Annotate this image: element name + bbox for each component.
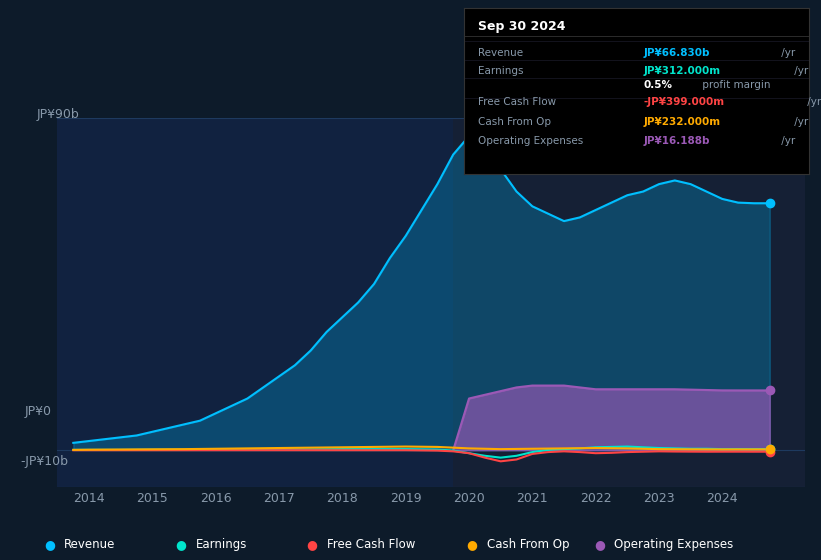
Text: profit margin: profit margin [699,80,771,90]
Text: ●: ● [466,538,478,551]
Text: -JP¥10b: -JP¥10b [21,455,68,469]
Text: Revenue: Revenue [64,538,116,551]
Text: /yr: /yr [804,97,821,107]
Text: JP¥66.830b: JP¥66.830b [643,48,709,58]
Text: Earnings: Earnings [195,538,247,551]
Text: JP¥16.188b: JP¥16.188b [643,137,709,146]
Text: Cash From Op: Cash From Op [478,116,551,127]
Text: JP¥232.000m: JP¥232.000m [643,116,720,127]
Text: Free Cash Flow: Free Cash Flow [478,97,556,107]
Text: 0.5%: 0.5% [643,80,672,90]
Text: ●: ● [175,538,186,551]
Text: /yr: /yr [791,66,808,76]
Bar [453,118,805,487]
Text: -JP¥399.000m: -JP¥399.000m [643,97,724,107]
Text: ●: ● [44,538,55,551]
Text: Free Cash Flow: Free Cash Flow [327,538,415,551]
Text: Earnings: Earnings [478,66,523,76]
Text: JP¥90b: JP¥90b [37,108,80,122]
Text: ●: ● [306,538,318,551]
Text: Revenue: Revenue [478,48,523,58]
Text: /yr: /yr [777,48,795,58]
Text: JP¥0: JP¥0 [25,405,52,418]
Text: Cash From Op: Cash From Op [487,538,569,551]
Text: JP¥312.000m: JP¥312.000m [643,66,720,76]
Text: ●: ● [594,538,605,551]
Text: Operating Expenses: Operating Expenses [478,137,583,146]
Text: Operating Expenses: Operating Expenses [614,538,733,551]
Text: /yr: /yr [791,116,808,127]
Text: /yr: /yr [777,137,795,146]
Text: Sep 30 2024: Sep 30 2024 [478,20,565,33]
